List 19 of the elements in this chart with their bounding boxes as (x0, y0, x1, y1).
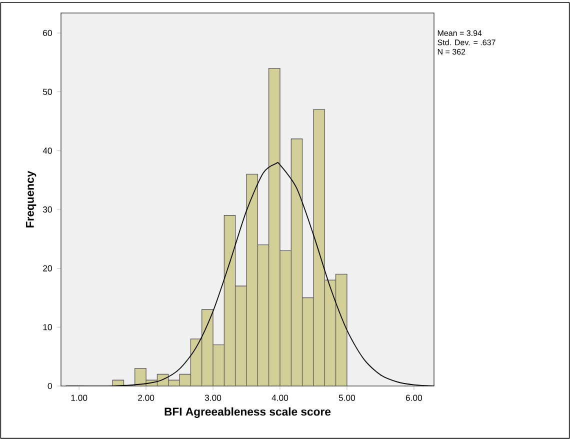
y-tick-label: 20 (43, 265, 52, 272)
y-tick-label: 30 (42, 206, 52, 213)
text: N = 362 (438, 48, 466, 55)
y-tick-label: 10 (43, 324, 52, 330)
y-axis-title: Frequency (26, 170, 36, 228)
x-tick-label: 3.00 (204, 394, 222, 401)
x-tick-label: 5.00 (338, 394, 356, 401)
line-series (65, 163, 434, 386)
text: Std. Dev. = .637 (438, 39, 496, 46)
y-tick-label: 0 (48, 382, 52, 390)
y-tick-label: 40 (42, 148, 52, 154)
x-tick-label: 6.00 (406, 394, 422, 401)
y-tick-label: 50 (43, 88, 52, 95)
x-axis-title: BFI Agreeableness scale score (164, 407, 331, 418)
text: Mean = 3.94 (438, 30, 482, 36)
x-tick-label: 2.00 (138, 394, 154, 401)
x-tick-label: 1.00 (71, 394, 88, 401)
x-tick-label: 4.00 (272, 394, 288, 401)
y-tick-label: 60 (43, 30, 52, 36)
